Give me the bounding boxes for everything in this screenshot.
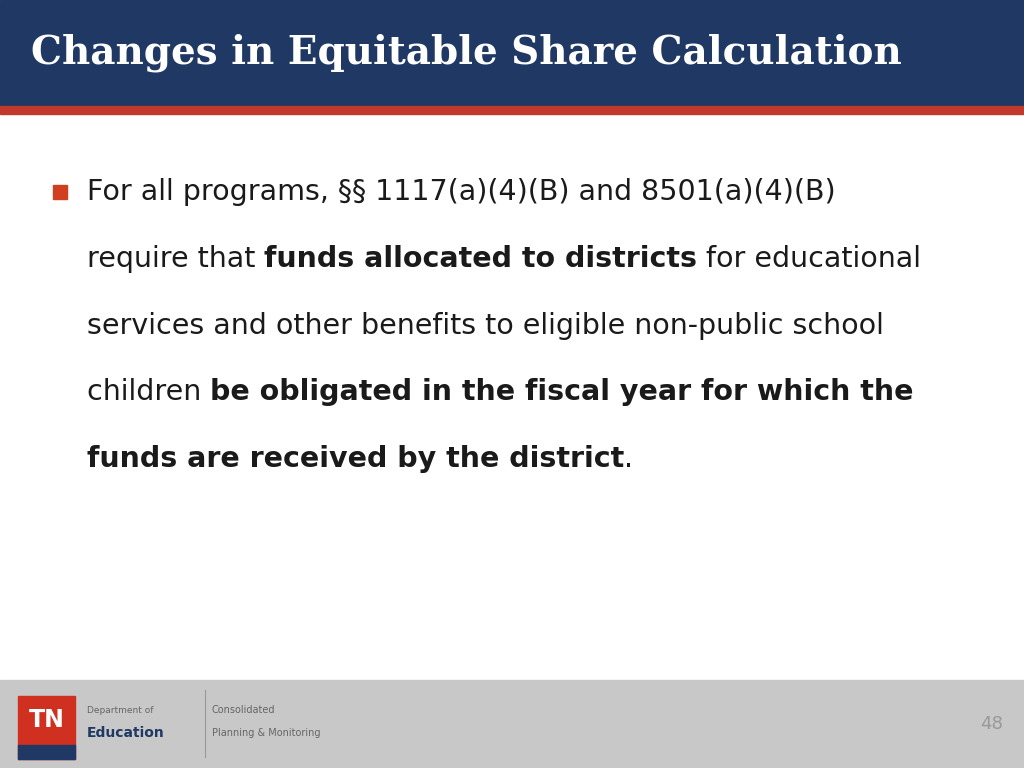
Text: require that: require that: [87, 245, 264, 273]
Text: services and other benefits to eligible non-public school: services and other benefits to eligible …: [87, 312, 884, 339]
Text: children: children: [87, 379, 210, 406]
Text: Planning & Monitoring: Planning & Monitoring: [212, 728, 321, 738]
Bar: [18, 696, 75, 759]
Text: For all programs, §§ 1117(a)(4)(B) and 8501(a)(4)(B): For all programs, §§ 1117(a)(4)(B) and 8…: [87, 178, 836, 206]
Text: Changes in Equitable Share Calculation: Changes in Equitable Share Calculation: [31, 34, 901, 72]
Text: be obligated in the fiscal year for which the: be obligated in the fiscal year for whic…: [210, 379, 913, 406]
Text: for educational: for educational: [697, 245, 922, 273]
Text: funds are received by the district: funds are received by the district: [87, 445, 625, 473]
Bar: [0, 680, 1024, 768]
Text: 48: 48: [980, 715, 1002, 733]
Text: Consolidated: Consolidated: [212, 705, 275, 715]
Bar: [0, 0, 1024, 106]
Text: TN: TN: [29, 708, 65, 733]
Text: .: .: [625, 445, 634, 473]
Bar: [0, 106, 1024, 114]
Text: Education: Education: [87, 726, 165, 740]
Bar: [18, 745, 75, 759]
Text: Department of: Department of: [87, 706, 154, 714]
Bar: [53, 185, 68, 199]
Text: funds allocated to districts: funds allocated to districts: [264, 245, 697, 273]
